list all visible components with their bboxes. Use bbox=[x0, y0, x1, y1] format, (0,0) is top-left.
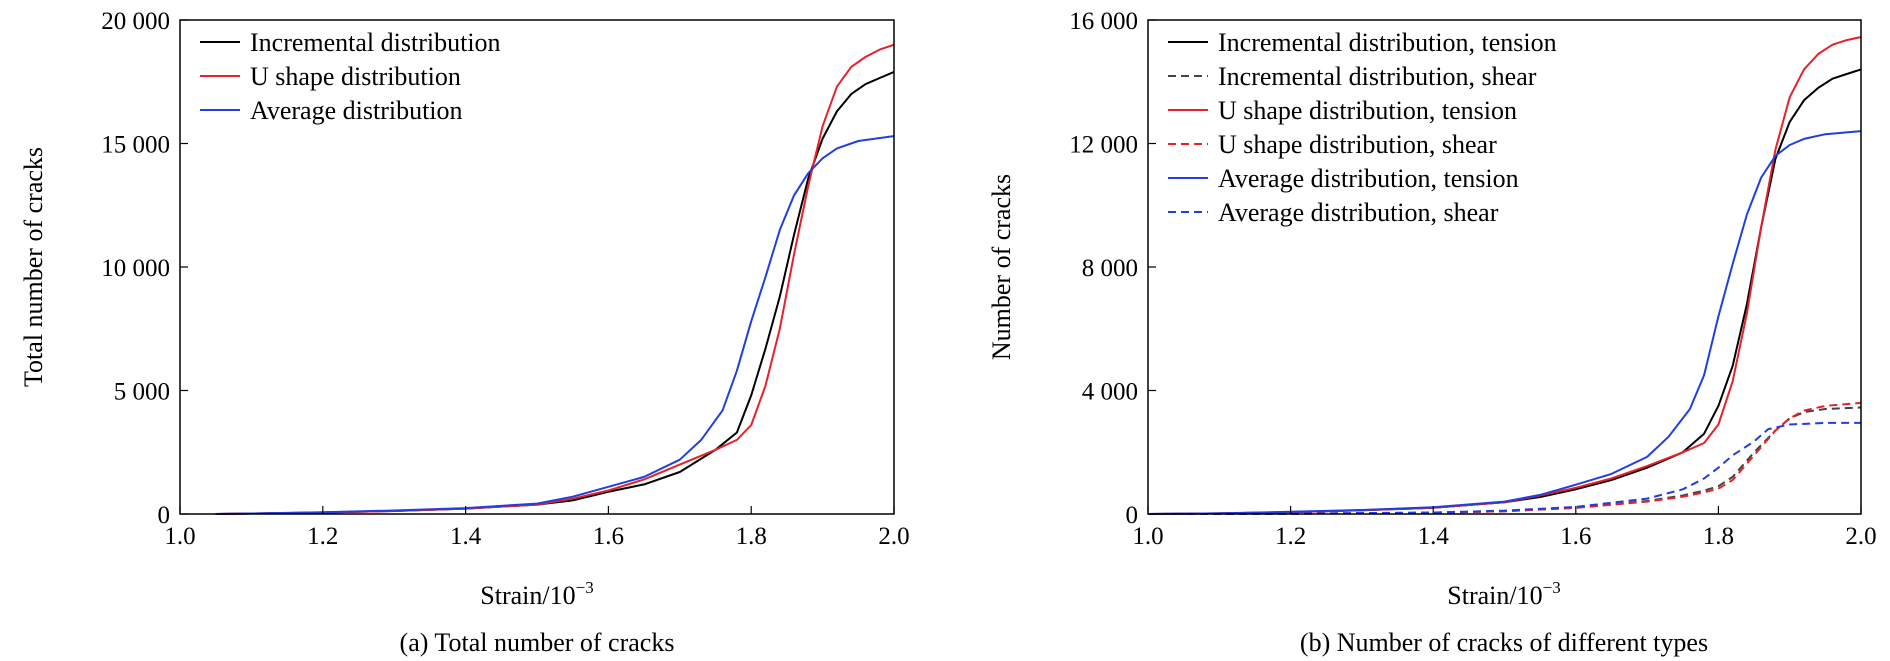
chart-b-x-tick-label: 1.4 bbox=[1418, 523, 1450, 550]
chart-a-x-tick-label: 1.8 bbox=[736, 523, 767, 550]
chart-a-ticks-layer: 1.0 1.2 1.4 1.6 1.8 2.0 0 5 000 10 000 15 000 20 0… bbox=[101, 8, 909, 550]
chart-a: 1.0 1.2 1.4 1.6 1.8 2.0 0 5 000 10 000 15 000 20 0… bbox=[19, 8, 910, 657]
chart-b-legend-label-4: U shape distribution, shear bbox=[1218, 130, 1497, 159]
chart-a-x-tick-label: 1.2 bbox=[307, 523, 338, 550]
chart-b-x-tick-label: 2.0 bbox=[1845, 523, 1876, 550]
chart-a-series-line-1 bbox=[215, 70, 895, 515]
chart-a-x-tick-label: 2.0 bbox=[878, 523, 909, 550]
chart-b-ticks-layer: 1.0 1.2 1.4 1.6 1.8 2.0 0 4 000 8 000 12 000 16 00… bbox=[1069, 8, 1876, 550]
chart-a-y-tick-label: 0 bbox=[158, 502, 171, 529]
chart-b-y-tick-label: 12 000 bbox=[1069, 132, 1138, 159]
chart-b-y-tick-label: 16 000 bbox=[1069, 8, 1138, 35]
chart-a-legend-label-2: U shape distribution bbox=[250, 62, 461, 91]
chart-a-caption: (a) Total number of cracks bbox=[400, 628, 675, 657]
chart-a-series-line-3 bbox=[215, 135, 895, 515]
chart-b-legend: Incremental distribution, tension Increme… bbox=[1168, 28, 1557, 227]
chart-b-series-line-6 bbox=[1147, 421, 1861, 515]
chart-a-y-tick-label: 10 000 bbox=[101, 255, 170, 282]
chart-b-xlabel-main: Strain/10 bbox=[1447, 581, 1542, 610]
chart-a-legend-label-3: Average distribution bbox=[250, 96, 463, 125]
chart-b-x-tick-label: 1.8 bbox=[1703, 523, 1734, 550]
chart-a-plot-frame bbox=[179, 19, 895, 515]
chart-b-legend-label-5: Average distribution, tension bbox=[1218, 164, 1519, 193]
chart-b-xlabel-sup: −3 bbox=[1543, 578, 1561, 597]
chart-b-x-tick-label: 1.6 bbox=[1560, 523, 1591, 550]
chart-b: 1.0 1.2 1.4 1.6 1.8 2.0 0 4 000 8 000 12 000 16 00… bbox=[987, 8, 1877, 657]
chart-a-xlabel-sup: −3 bbox=[576, 578, 594, 597]
chart-b-xlabel: Strain/10−3 bbox=[1447, 578, 1560, 610]
chart-b-y-tick-label: 0 bbox=[1126, 502, 1139, 529]
chart-a-xlabel-main: Strain/10 bbox=[480, 581, 575, 610]
chart-b-caption: (b) Number of cracks of different types bbox=[1300, 628, 1708, 657]
chart-b-series-line-2 bbox=[1147, 406, 1862, 515]
chart-a-legend-label-1: Incremental distribution bbox=[250, 28, 501, 57]
chart-b-x-tick-label: 1.0 bbox=[1132, 523, 1163, 550]
chart-b-series-line-5 bbox=[1147, 130, 1862, 515]
chart-a-y-tick-label: 5 000 bbox=[114, 379, 170, 406]
chart-b-series-layer bbox=[1147, 36, 1862, 515]
chart-b-ylabel: Number of cracks bbox=[987, 174, 1016, 360]
chart-b-y-tick-label: 4 000 bbox=[1082, 379, 1138, 406]
chart-a-x-tick-label: 1.0 bbox=[164, 523, 195, 550]
chart-b-legend-label-2: Incremental distribution, shear bbox=[1218, 62, 1537, 91]
chart-a-series-layer bbox=[215, 43, 895, 515]
chart-a-y-tick-label: 15 000 bbox=[101, 132, 170, 159]
chart-b-plot-frame bbox=[1147, 19, 1862, 515]
chart-a-xlabel: Strain/10−3 bbox=[480, 578, 593, 610]
chart-a-y-tick-label: 20 000 bbox=[101, 8, 170, 35]
chart-b-x-tick-label: 1.2 bbox=[1275, 523, 1306, 550]
chart-b-legend-label-6: Average distribution, shear bbox=[1218, 198, 1499, 227]
chart-b-legend-label-3: U shape distribution, tension bbox=[1218, 96, 1517, 125]
chart-b-y-tick-label: 8 000 bbox=[1082, 255, 1138, 282]
chart-a-x-tick-label: 1.4 bbox=[450, 523, 482, 550]
chart-a-legend: Incremental distribution U shape distribu… bbox=[200, 28, 501, 125]
chart-b-series-line-4 bbox=[1147, 401, 1862, 515]
chart-a-ylabel: Total number of cracks bbox=[19, 147, 48, 387]
chart-a-x-tick-label: 1.6 bbox=[593, 523, 624, 550]
chart-b-legend-label-1: Incremental distribution, tension bbox=[1218, 28, 1557, 57]
